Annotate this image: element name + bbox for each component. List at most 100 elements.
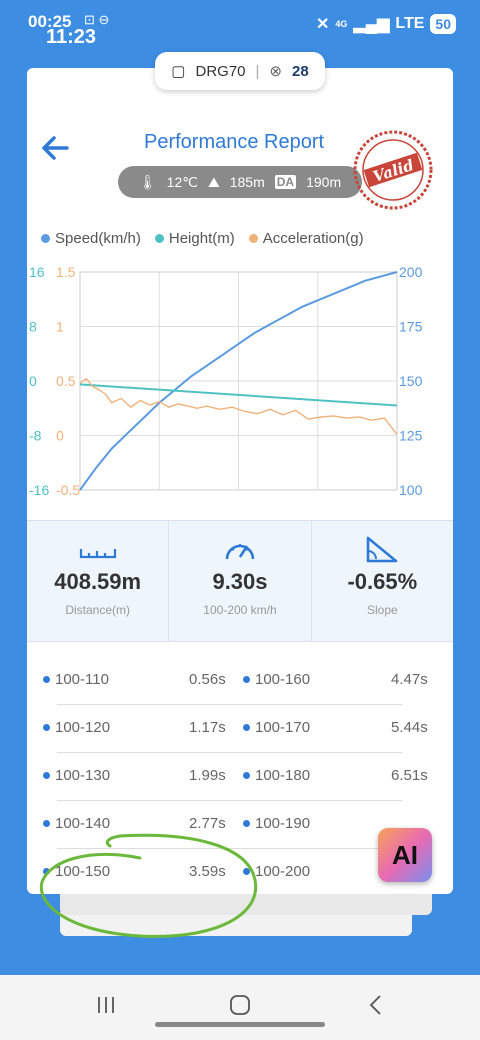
card-shadow-back: [60, 912, 412, 936]
signal-icon: ▂▄▆: [353, 16, 390, 33]
pill-divider: |: [255, 62, 260, 80]
bullet-icon: [243, 723, 250, 731]
altitude-value: 185m: [229, 174, 265, 190]
mountain-icon: ⛰︎: [207, 173, 220, 190]
bullet-icon: [43, 771, 50, 779]
y-tick-height: -8: [29, 428, 42, 444]
performance-chart: 16 1.5 200 8 1 175 0 0.5 150 -8 0 125 -16 -0.5 100: [29, 264, 423, 498]
y-tick-speed: 200: [399, 264, 423, 280]
distance-stat: 408.59m Distance(m): [27, 521, 170, 641]
conditions-chip: 🌡︎ 12℃ ⛰︎ 185m DA 190m: [118, 166, 362, 198]
page-title: Performance Report: [144, 131, 325, 153]
speedometer-icon: [225, 544, 255, 560]
y-tick-height: -16: [29, 482, 49, 498]
y-tick-acceleration: -0.5: [56, 482, 80, 498]
status-bar: 00:25 11:23 ⊡ ⊖ ✕ 4G ▂▄▆ LTE 50: [0, 0, 480, 56]
time-label: 100-200 km/h: [203, 603, 277, 617]
stamp-text: Valid: [371, 156, 417, 186]
y-tick-height: 8: [29, 319, 37, 335]
series-line-acceleration: [79, 377, 398, 435]
status-indicators: ✕ 4G ▂▄▆ LTE 50: [316, 14, 456, 34]
row-divider: [57, 848, 402, 849]
device-icon: ▢: [171, 63, 186, 80]
split-label: 100-130: [43, 760, 110, 790]
series-line-speed: [79, 271, 398, 491]
y-tick-acceleration: 1: [56, 319, 64, 335]
battery-icon: 50: [430, 14, 456, 34]
y-tick-acceleration: 0.5: [56, 373, 76, 389]
split-time: 5.44s: [391, 718, 428, 736]
chart-legend: Speed(km/h) Height(m) Acceleration(g): [41, 230, 364, 247]
split-label: 100-180: [243, 760, 310, 790]
split-time: 3.59s: [189, 862, 226, 880]
system-nav-bar: [0, 975, 480, 1040]
split-row: 100-120 1.17s 100-170 5.44s: [27, 712, 453, 760]
legend-acceleration[interactable]: Acceleration(g): [248, 230, 364, 247]
split-label: 100-150: [43, 856, 110, 886]
bullet-icon: [243, 819, 250, 827]
status-time: 11:23: [46, 26, 97, 48]
legend-height[interactable]: Height(m): [154, 230, 235, 247]
y-tick-acceleration: 1.5: [56, 264, 76, 280]
split-row: 100-130 1.99s 100-180 6.51s: [27, 760, 453, 808]
valid-stamp: Valid: [353, 130, 433, 210]
legend-speed[interactable]: Speed(km/h): [41, 230, 141, 247]
thermometer-icon: 🌡︎: [138, 173, 157, 190]
density-altitude-value: 190m: [306, 174, 342, 190]
satellite-icon: ⊗: [269, 63, 282, 80]
home-icon[interactable]: [228, 993, 252, 1017]
row-divider: [57, 800, 402, 801]
bullet-icon: [43, 819, 50, 827]
split-time: 2.77s: [189, 814, 226, 832]
gesture-bar[interactable]: [155, 1022, 325, 1027]
split-time: 0.56s: [189, 670, 226, 688]
split-row: 100-110 0.56s 100-160 4.47s: [27, 664, 453, 712]
bullet-icon: [243, 675, 250, 683]
satellite-count: 28: [292, 62, 309, 80]
split-label: 100-170: [243, 712, 310, 742]
network-type-small: 4G: [335, 19, 348, 29]
split-label: 100-120: [43, 712, 110, 742]
notification-icons: ⊡ ⊖: [84, 12, 110, 27]
recent-apps-icon[interactable]: [94, 993, 118, 1017]
y-tick-acceleration: 0: [56, 428, 64, 444]
bullet-icon: [243, 867, 250, 875]
bullet-icon: [43, 675, 50, 683]
bullet-icon: [43, 723, 50, 731]
split-label: 100-160: [243, 664, 310, 694]
y-tick-speed: 125: [399, 428, 423, 444]
y-tick-speed: 175: [399, 319, 423, 335]
split-label: 100-140: [43, 808, 110, 838]
row-divider: [57, 704, 402, 705]
slope-value: -0.65%: [347, 569, 418, 594]
network-type: LTE: [395, 15, 425, 32]
y-tick-speed: 100: [399, 482, 423, 498]
ruler-icon: [79, 549, 116, 559]
y-tick-speed: 150: [399, 373, 423, 389]
ai-assistant-button[interactable]: AI: [378, 828, 432, 882]
slope-stat: -0.65% Slope: [312, 521, 453, 641]
back-arrow-icon[interactable]: [37, 130, 73, 166]
distance-label: Distance(m): [65, 603, 130, 617]
split-time: 1.17s: [189, 718, 226, 736]
device-name: DRG70: [195, 62, 246, 80]
split-label: 100-200: [243, 856, 310, 886]
mute-icon: ✕: [316, 16, 330, 33]
stats-panel: 408.59m Distance(m) 9.30s 100-200 km/h -…: [27, 520, 453, 642]
status-time-secondary: 00:25: [28, 12, 72, 31]
y-tick-height: 16: [29, 264, 45, 280]
y-tick-height: 0: [29, 373, 37, 389]
time-stat: 9.30s 100-200 km/h: [169, 521, 312, 641]
time-value: 9.30s: [212, 569, 268, 594]
da-badge: DA: [274, 175, 297, 189]
bullet-icon: [243, 771, 250, 779]
temperature-value: 12℃: [166, 173, 198, 190]
distance-value: 408.59m: [54, 569, 142, 594]
slope-icon: [367, 536, 398, 563]
card-shadow: [60, 893, 432, 915]
device-info-pill[interactable]: ▢ DRG70 | ⊗ 28: [155, 52, 325, 90]
split-label: 100-110: [43, 664, 109, 694]
ai-label: AI: [392, 839, 418, 870]
back-icon[interactable]: [364, 993, 388, 1017]
battery-level: 50: [435, 16, 451, 32]
